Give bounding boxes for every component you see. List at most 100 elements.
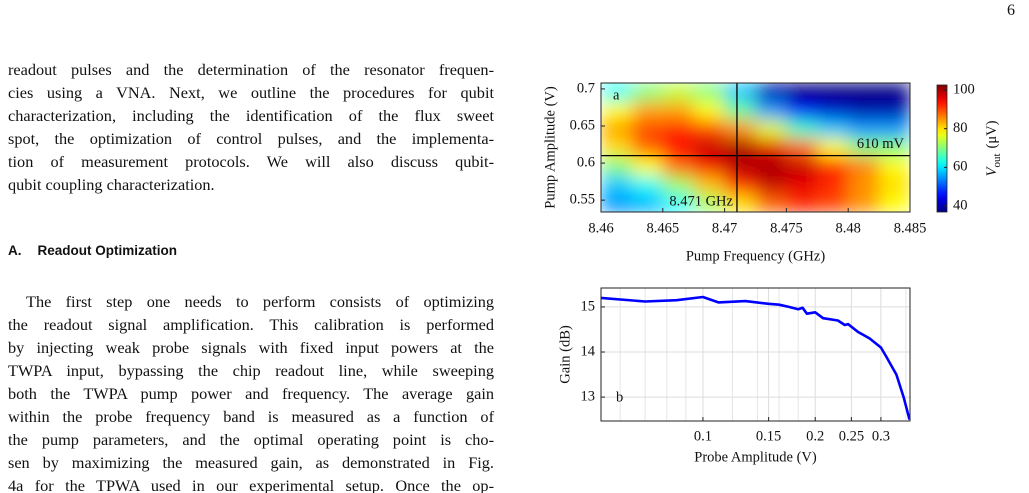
heatmap-cell bbox=[662, 83, 695, 102]
heatmap-cell bbox=[601, 156, 633, 176]
heatmap-cell bbox=[786, 100, 818, 120]
heatmap-cell bbox=[817, 83, 849, 102]
heatmap-cell bbox=[817, 119, 849, 139]
x-tick-label: 8.465 bbox=[646, 220, 679, 236]
heatmap-cell bbox=[662, 119, 695, 139]
annotation: 8.471 GHz bbox=[669, 193, 733, 209]
heatmap-cell bbox=[879, 100, 910, 120]
heatmap-cell bbox=[693, 193, 726, 212]
text-line: within the probe frequency band is measu… bbox=[8, 407, 494, 426]
heatmap-cell bbox=[601, 119, 633, 139]
heatmap-cell bbox=[755, 156, 787, 176]
heatmap-cells bbox=[601, 83, 910, 212]
heatmap-cell bbox=[755, 119, 787, 139]
heatmap-cell bbox=[693, 174, 726, 194]
x-tick-label: 0.15 bbox=[756, 428, 781, 444]
heatmap-cell bbox=[879, 83, 910, 102]
heatmap-cell bbox=[601, 83, 633, 102]
page-number: 6 bbox=[1007, 2, 1015, 19]
y-tick-label: 0.65 bbox=[570, 117, 595, 133]
heatmap-cell bbox=[724, 100, 756, 120]
heatmap-cell bbox=[755, 174, 787, 194]
heatmap-cell bbox=[848, 174, 880, 194]
x-axis-label: Pump Frequency (GHz) bbox=[686, 248, 826, 264]
heatmap-cell bbox=[755, 193, 787, 212]
heatmap-cell bbox=[786, 137, 818, 157]
heatmap-cell bbox=[662, 137, 695, 157]
heatmap-cell bbox=[693, 137, 726, 157]
text-line: by injecting weak probe signals with fix… bbox=[8, 338, 494, 357]
x-tick-label: 8.47 bbox=[712, 220, 737, 236]
y-axis-label: Pump Amplitude (V) bbox=[542, 86, 558, 209]
heatmap-cell bbox=[848, 83, 880, 102]
heatmap-cell bbox=[786, 156, 818, 176]
heatmap-cell bbox=[848, 100, 880, 120]
paragraph: The first step one needs to perform cons… bbox=[8, 290, 494, 493]
colorbar-tick-label: 60 bbox=[953, 159, 968, 175]
heatmap-cell bbox=[662, 156, 695, 176]
heatmap-cell bbox=[631, 100, 664, 120]
heatmap-cell bbox=[817, 174, 849, 194]
heatmap-cell bbox=[662, 193, 695, 212]
heatmap-cell bbox=[631, 83, 664, 102]
heatmap-cell bbox=[662, 100, 695, 120]
plot-frame bbox=[600, 287, 911, 422]
heatmap-cell bbox=[817, 193, 849, 212]
heatmap-cell bbox=[724, 83, 756, 102]
heatmap-cell bbox=[724, 156, 756, 176]
y-tick-label: 14 bbox=[581, 343, 596, 359]
colorbar-unit: (μV) bbox=[984, 120, 1000, 148]
heatmap-cell bbox=[786, 83, 818, 102]
text-line: tion of measurement protocols. We will a… bbox=[8, 152, 494, 171]
colorbar bbox=[936, 84, 948, 213]
text-line: qubit coupling characterization. bbox=[8, 175, 215, 194]
heatmap-cell bbox=[848, 137, 880, 157]
heatmap-cell bbox=[631, 119, 664, 139]
heatmap-cell bbox=[601, 193, 633, 212]
text-line: the readout signal amplification. This c… bbox=[8, 315, 494, 334]
x-tick-label: 0.25 bbox=[839, 428, 864, 444]
y-tick-label: 0.55 bbox=[570, 191, 595, 207]
heatmap-cell bbox=[879, 137, 910, 157]
heatmap-cell bbox=[693, 100, 726, 120]
section-title: Readout Optimization bbox=[37, 243, 178, 258]
colorbar-subscript: out bbox=[991, 153, 1003, 167]
heatmap-cell bbox=[848, 156, 880, 176]
text-line: the pump parameters, and the optimal ope… bbox=[8, 430, 494, 449]
paragraph: readout pulses and the determination of … bbox=[8, 58, 494, 196]
heatmap-cell bbox=[755, 83, 787, 102]
heatmap-cell bbox=[693, 83, 726, 102]
y-tick-label: 13 bbox=[581, 388, 596, 404]
heatmap-cell bbox=[817, 137, 849, 157]
text-line: 4a for the TPWA used in our experimental… bbox=[8, 476, 494, 493]
text-line: sen by maximizing the measured gain, as … bbox=[8, 453, 494, 472]
colorbar-tick-label: 40 bbox=[953, 197, 968, 213]
colorbar-tick-label: 100 bbox=[953, 81, 975, 97]
heatmap-cell bbox=[879, 193, 910, 212]
heatmap-cell bbox=[693, 156, 726, 176]
x-axis-label: Probe Amplitude (V) bbox=[694, 449, 817, 465]
x-tick-label: 0.1 bbox=[694, 428, 712, 444]
heatmap-cell bbox=[662, 174, 695, 194]
panel-label: a bbox=[613, 87, 620, 103]
heatmap-cell bbox=[631, 156, 664, 176]
data-line bbox=[600, 295, 911, 420]
heatmap-area bbox=[601, 83, 910, 212]
x-tick-label: 0.2 bbox=[806, 428, 824, 444]
y-tick-label: 15 bbox=[581, 298, 596, 314]
heatmap-cell bbox=[631, 137, 664, 157]
heatmap-cell bbox=[755, 100, 787, 120]
heatmap-cell bbox=[817, 100, 849, 120]
heatmap-cell bbox=[848, 193, 880, 212]
text-line: The first step one needs to perform cons… bbox=[26, 292, 494, 311]
y-tick-label: 0.6 bbox=[577, 154, 595, 170]
x-tick-label: 0.3 bbox=[872, 428, 890, 444]
x-tick-label: 8.475 bbox=[770, 220, 803, 236]
heatmap-cell bbox=[693, 119, 726, 139]
text-line: characterization, including the identifi… bbox=[8, 106, 494, 125]
heatmap-cell bbox=[848, 119, 880, 139]
plot-frame bbox=[600, 82, 911, 213]
heatmap-cell bbox=[879, 156, 910, 176]
heatmap-cell bbox=[724, 119, 756, 139]
